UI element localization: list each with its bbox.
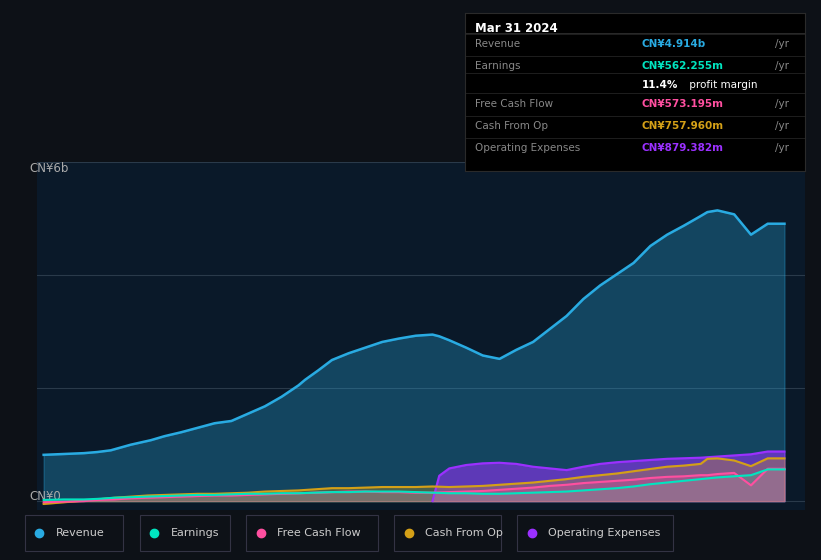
Text: /yr: /yr <box>775 39 789 49</box>
Text: /yr: /yr <box>775 143 789 153</box>
Text: CN¥562.255m: CN¥562.255m <box>642 61 724 71</box>
Text: Operating Expenses: Operating Expenses <box>548 529 661 538</box>
Text: CN¥879.382m: CN¥879.382m <box>642 143 724 153</box>
Text: profit margin: profit margin <box>686 80 758 90</box>
Text: 11.4%: 11.4% <box>642 80 678 90</box>
Text: CN¥6b: CN¥6b <box>30 162 69 175</box>
Text: /yr: /yr <box>775 61 789 71</box>
Text: /yr: /yr <box>775 99 789 109</box>
Text: Earnings: Earnings <box>475 61 521 71</box>
Text: CN¥4.914b: CN¥4.914b <box>642 39 706 49</box>
Text: CN¥0: CN¥0 <box>30 489 61 503</box>
Text: Free Cash Flow: Free Cash Flow <box>277 529 361 538</box>
Text: Operating Expenses: Operating Expenses <box>475 143 580 153</box>
Text: CN¥757.960m: CN¥757.960m <box>642 121 724 131</box>
Text: Earnings: Earnings <box>171 529 219 538</box>
Text: Cash From Op: Cash From Op <box>425 529 503 538</box>
Text: Mar 31 2024: Mar 31 2024 <box>475 22 557 35</box>
Text: Cash From Op: Cash From Op <box>475 121 548 131</box>
Text: /yr: /yr <box>775 121 789 131</box>
Text: Revenue: Revenue <box>475 39 520 49</box>
Text: CN¥573.195m: CN¥573.195m <box>642 99 724 109</box>
Text: Revenue: Revenue <box>56 529 104 538</box>
Text: Free Cash Flow: Free Cash Flow <box>475 99 553 109</box>
